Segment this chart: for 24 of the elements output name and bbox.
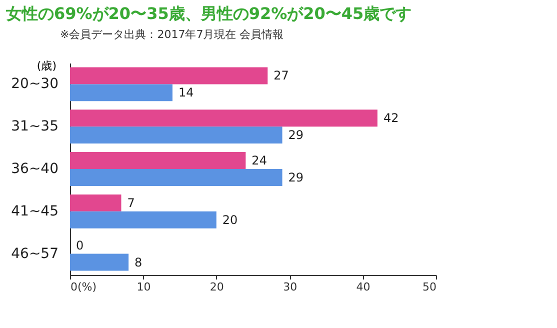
data-label: 0	[76, 238, 84, 252]
y-tick-label: 41~45	[11, 203, 58, 220]
y-tick-label: 31~35	[11, 118, 58, 135]
x-tick-label: 10	[136, 280, 151, 294]
data-label: 20	[222, 212, 238, 227]
data-label: 8	[134, 255, 142, 270]
x-tick-label: 0(%)	[70, 280, 97, 294]
y-tick-label: 36~40	[11, 161, 58, 177]
data-label: 14	[178, 86, 194, 100]
y-tick-label: 20~30	[11, 76, 58, 92]
y-axis-title: (歳)	[36, 60, 56, 72]
data-label: 7	[127, 196, 135, 210]
data-label: 24	[252, 154, 267, 168]
x-tick-label: 50	[422, 280, 436, 294]
chart-subtitle: ※会員データ出典：2017年7月現在 会員情報	[60, 27, 285, 42]
x-tick-label: 40	[356, 280, 370, 294]
x-tick-label: 30	[283, 280, 298, 294]
data-label: 27	[274, 68, 289, 83]
data-label: 29	[288, 170, 304, 184]
x-tick-label: 20	[210, 280, 224, 294]
data-label: 42	[383, 111, 399, 126]
chart-title: 女性の69%が20〜35歳、男性の92%が20〜45歳です	[6, 4, 413, 25]
y-tick-label: 46~57	[11, 246, 58, 262]
data-label: 29	[288, 128, 304, 142]
